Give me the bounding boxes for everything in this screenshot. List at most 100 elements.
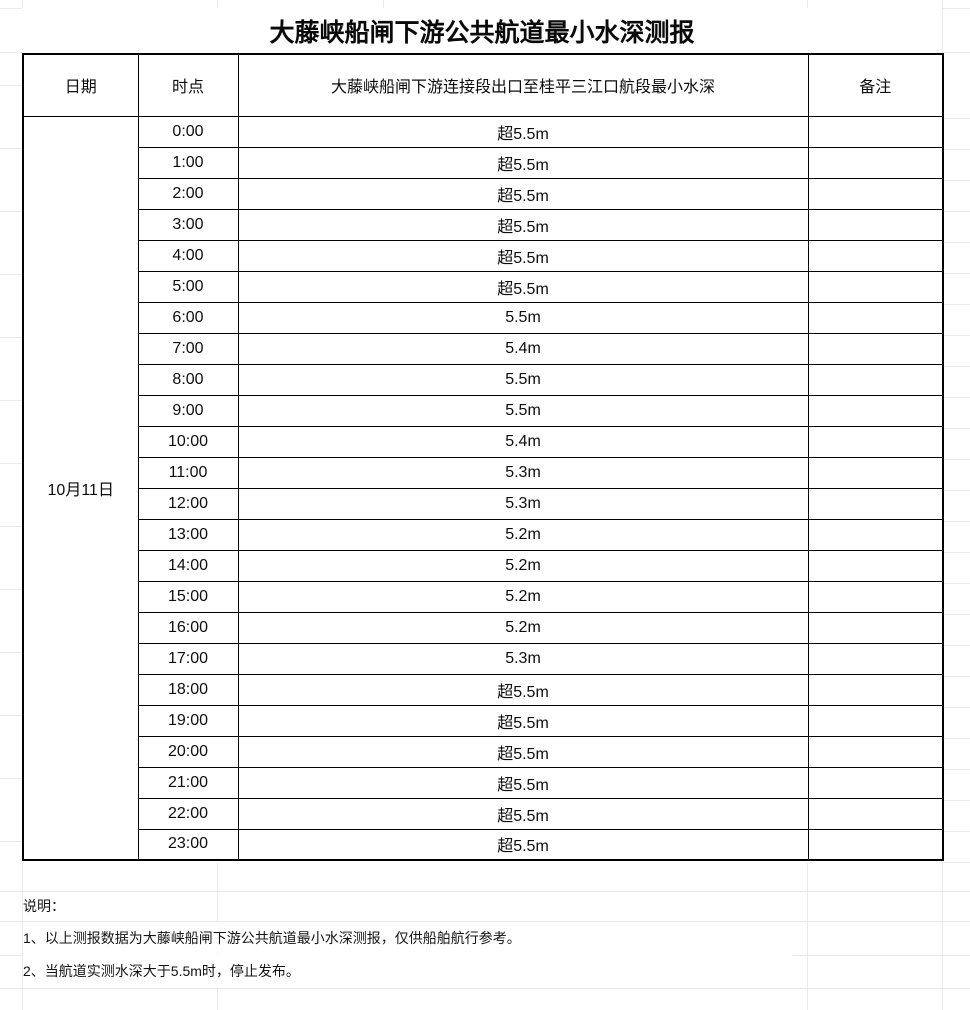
depth-cell[interactable]: 超5.5m [237, 704, 809, 737]
remark-cell[interactable] [807, 301, 944, 334]
remark-cell[interactable] [807, 270, 944, 303]
time-cell[interactable]: 18:00 [137, 673, 239, 706]
time-cell[interactable]: 1:00 [137, 146, 239, 179]
remark-cell[interactable] [807, 580, 944, 613]
gridline [0, 337, 22, 338]
depth-cell[interactable]: 超5.5m [237, 735, 809, 768]
depth-cell[interactable]: 超5.5m [237, 797, 809, 830]
gridline [0, 921, 970, 922]
time-cell[interactable]: 21:00 [137, 766, 239, 799]
gridline [0, 400, 22, 401]
depth-cell[interactable]: 超5.5m [237, 146, 809, 179]
depth-cell[interactable]: 5.5m [237, 363, 809, 396]
remark-cell[interactable] [807, 487, 944, 520]
note-item-2[interactable]: 2、当航道实测水深大于5.5m时，停止发布。 [23, 955, 793, 987]
remark-cell[interactable] [807, 177, 944, 210]
depth-cell[interactable]: 5.3m [237, 487, 809, 520]
remark-cell[interactable] [807, 611, 944, 644]
table-row: 21:00 超5.5m [23, 766, 944, 799]
time-cell[interactable]: 11:00 [137, 456, 239, 489]
depth-cell[interactable]: 超5.5m [237, 177, 809, 210]
time-cell[interactable]: 19:00 [137, 704, 239, 737]
depth-cell[interactable]: 5.3m [237, 642, 809, 675]
header-depth-cell[interactable]: 大藤峡船闸下游连接段出口至桂平三江口航段最小水深 [237, 53, 809, 117]
depth-cell[interactable]: 超5.5m [237, 115, 809, 148]
table-row: 10:00 5.4m [23, 425, 944, 458]
header-time-cell[interactable]: 时点 [137, 53, 239, 117]
depth-cell[interactable]: 5.2m [237, 611, 809, 644]
time-cell[interactable]: 14:00 [137, 549, 239, 582]
remark-cell[interactable] [807, 456, 944, 489]
remark-cell[interactable] [807, 549, 944, 582]
depth-cell[interactable]: 超5.5m [237, 673, 809, 706]
remark-cell[interactable] [807, 797, 944, 830]
note-item-1[interactable]: 1、以上测报数据为大藤峡船闸下游公共航道最小水深测报，仅供船舶航行参考。 [23, 922, 793, 954]
gridline [942, 459, 970, 460]
depth-cell[interactable]: 5.2m [237, 580, 809, 613]
remark-cell[interactable] [807, 518, 944, 551]
remark-cell[interactable] [807, 735, 944, 768]
remark-cell[interactable] [807, 425, 944, 458]
table-row: 19:00 超5.5m [23, 704, 944, 737]
depth-cell[interactable]: 超5.5m [237, 828, 809, 861]
time-cell[interactable]: 13:00 [137, 518, 239, 551]
header-remark-cell[interactable]: 备注 [807, 53, 944, 117]
table-row: 16:00 5.2m [23, 611, 944, 644]
remark-cell[interactable] [807, 363, 944, 396]
table-row: 15:00 5.2m [23, 580, 944, 613]
remark-cell[interactable] [807, 332, 944, 365]
time-cell[interactable]: 15:00 [137, 580, 239, 613]
gridline [942, 862, 970, 863]
time-cell[interactable]: 5:00 [137, 270, 239, 303]
time-cell[interactable]: 0:00 [137, 115, 239, 148]
time-cell[interactable]: 8:00 [137, 363, 239, 396]
remark-cell[interactable] [807, 394, 944, 427]
time-cell[interactable]: 17:00 [137, 642, 239, 675]
depth-cell[interactable]: 5.3m [237, 456, 809, 489]
gridline [0, 891, 970, 892]
time-cell[interactable]: 6:00 [137, 301, 239, 334]
gridline [942, 273, 970, 274]
time-cell[interactable]: 10:00 [137, 425, 239, 458]
time-cell[interactable]: 4:00 [137, 239, 239, 272]
depth-cell[interactable]: 超5.5m [237, 208, 809, 241]
depth-cell[interactable]: 5.5m [237, 301, 809, 334]
remark-cell[interactable] [807, 766, 944, 799]
sheet-title-cell[interactable]: 大藤峡船闸下游公共航道最小水深测报 [22, 8, 942, 53]
notes-label[interactable]: 说明： [23, 892, 213, 920]
time-cell[interactable]: 20:00 [137, 735, 239, 768]
remark-cell[interactable] [807, 239, 944, 272]
depth-cell[interactable]: 5.2m [237, 549, 809, 582]
depth-cell[interactable]: 5.5m [237, 394, 809, 427]
time-cell[interactable]: 9:00 [137, 394, 239, 427]
header-date-cell[interactable]: 日期 [22, 53, 139, 117]
date-cell[interactable]: 10月11日 [22, 115, 139, 861]
depth-cell[interactable]: 超5.5m [237, 239, 809, 272]
gridline [942, 645, 970, 646]
time-cell[interactable]: 3:00 [137, 208, 239, 241]
depth-report-table: 日期 时点 大藤峡船闸下游连接段出口至桂平三江口航段最小水深 备注 10月11日… [22, 53, 944, 861]
time-cell[interactable]: 23:00 [137, 828, 239, 861]
depth-cell[interactable]: 5.4m [237, 425, 809, 458]
depth-cell[interactable]: 超5.5m [237, 766, 809, 799]
depth-cell[interactable]: 5.2m [237, 518, 809, 551]
remark-cell[interactable] [807, 704, 944, 737]
remark-cell[interactable] [807, 828, 944, 861]
time-cell[interactable]: 16:00 [137, 611, 239, 644]
remark-cell[interactable] [807, 115, 944, 148]
remark-cell[interactable] [807, 146, 944, 179]
remark-cell[interactable] [807, 208, 944, 241]
time-cell[interactable]: 2:00 [137, 177, 239, 210]
remark-cell[interactable] [807, 642, 944, 675]
time-cell[interactable]: 22:00 [137, 797, 239, 830]
table-row: 17:00 5.3m [23, 642, 944, 675]
gridline [0, 589, 22, 590]
remark-cell[interactable] [807, 673, 944, 706]
gridline [22, 0, 23, 8]
depth-cell[interactable]: 5.4m [237, 332, 809, 365]
table-header-row: 日期 时点 大藤峡船闸下游连接段出口至桂平三江口航段最小水深 备注 [22, 53, 944, 117]
depth-cell[interactable]: 超5.5m [237, 270, 809, 303]
time-cell[interactable]: 7:00 [137, 332, 239, 365]
gridline [383, 0, 384, 8]
time-cell[interactable]: 12:00 [137, 487, 239, 520]
